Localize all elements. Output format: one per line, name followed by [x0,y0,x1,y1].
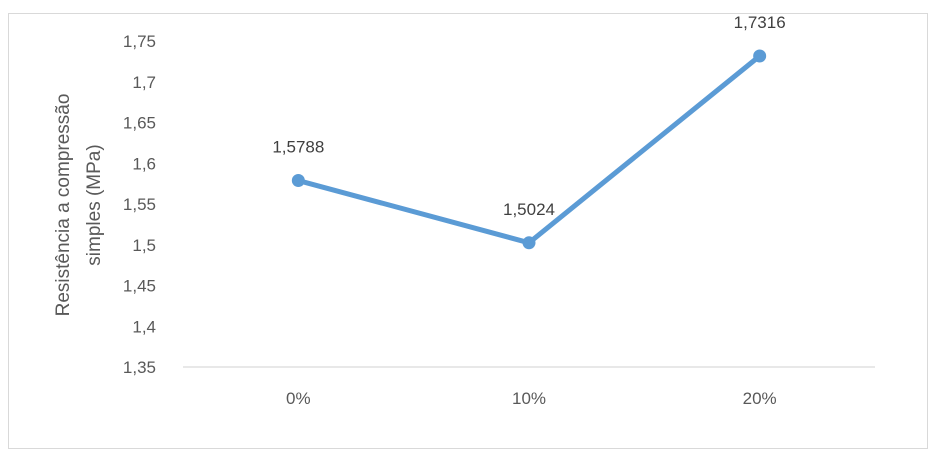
x-axis-ticks: 0% 10% 20% [286,389,777,408]
x-tick-label: 0% [286,389,311,408]
y-tick-label: 1,6 [132,154,156,173]
y-tick-label: 1,45 [123,277,156,296]
y-tick-label: 1,35 [123,358,156,377]
y-tick-label: 1,4 [132,317,156,336]
y-tick-label: 1,5 [132,236,156,255]
y-tick-label: 1,75 [123,32,156,51]
x-tick-label: 10% [512,389,546,408]
data-label: 1,5788 [272,138,324,157]
y-axis-title-line-2: simples (MPa) [84,144,105,265]
data-label: 1,5024 [503,200,555,219]
data-point [291,174,305,188]
y-axis-title: Resistência a compressão simples (MPa) [53,94,105,317]
y-axis-ticks: 1,35 1,4 1,45 1,5 1,55 1,6 1,65 1,7 1,75 [123,32,156,377]
data-point [522,236,536,250]
x-tick-label: 20% [743,389,777,408]
data-point [753,49,767,63]
y-tick-label: 1,7 [132,73,156,92]
chart-frame [8,13,928,449]
data-points [291,49,767,250]
y-axis-title-line-1: Resistência a compressão [53,94,74,317]
y-tick-label: 1,65 [123,114,156,133]
data-label: 1,7316 [734,13,786,32]
y-tick-label: 1,55 [123,195,156,214]
data-labels: 1,5788 1,5024 1,7316 [272,13,785,219]
